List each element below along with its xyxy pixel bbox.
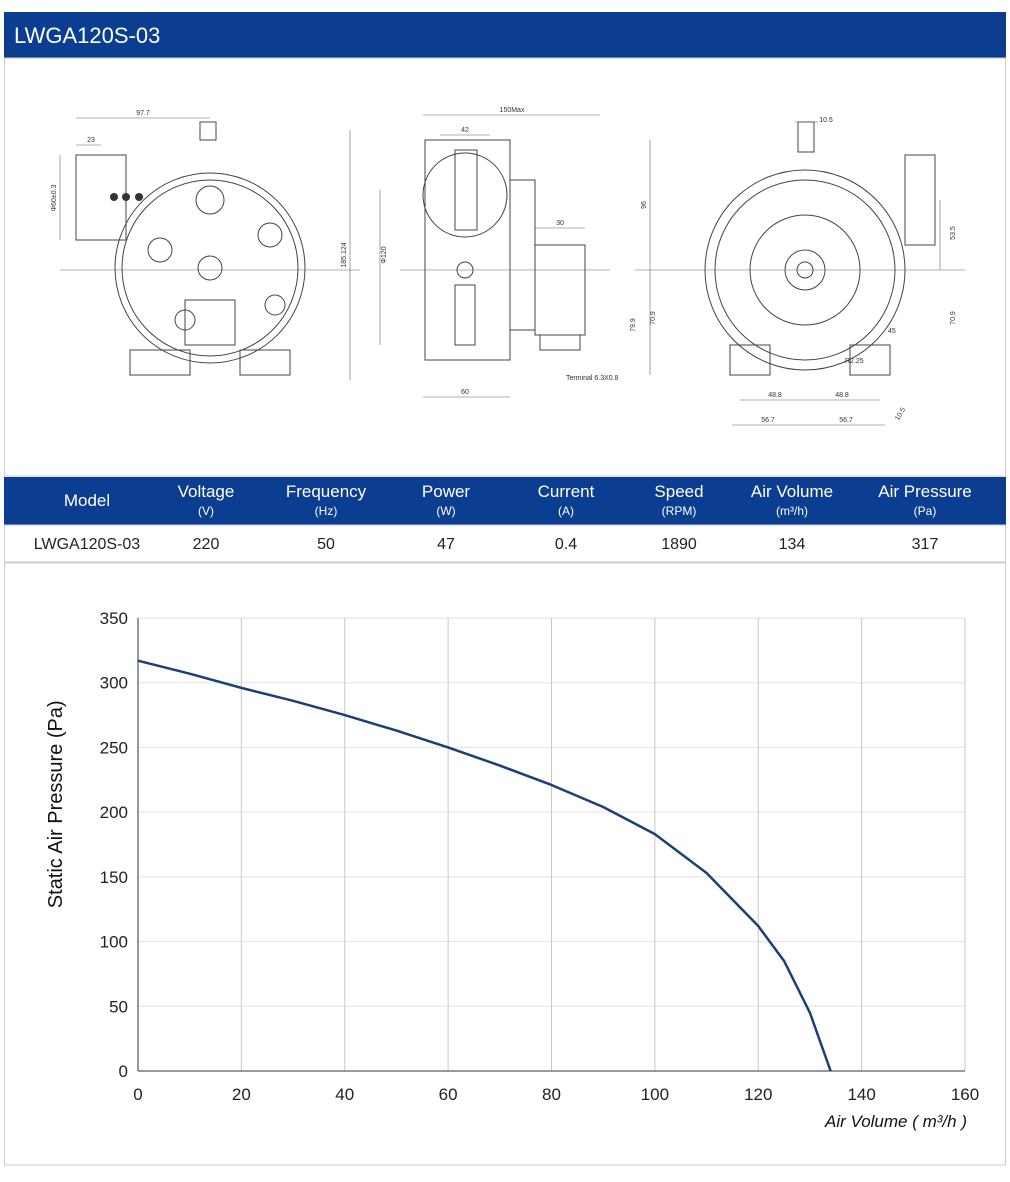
dim-label: 70.9 bbox=[650, 311, 657, 325]
dim-label: 97.7 bbox=[136, 110, 150, 117]
column-header: Air Volume bbox=[751, 482, 833, 501]
table-cell: 47 bbox=[437, 536, 455, 553]
curve bbox=[137, 659, 832, 1072]
x-tick-label: 100 bbox=[641, 1085, 669, 1104]
table-cell: 50 bbox=[317, 536, 335, 553]
header-title: LWGA120S-03 bbox=[14, 23, 160, 48]
x-tick-label: 40 bbox=[335, 1085, 354, 1104]
dim-label: Φ60±0.3 bbox=[51, 184, 58, 211]
column-header: Power bbox=[422, 482, 471, 501]
table-cell: LWGA120S-03 bbox=[34, 536, 141, 553]
dim-label: 48.8 bbox=[768, 392, 782, 399]
x-tick-label: 20 bbox=[232, 1085, 251, 1104]
dim-label: Terminal 6.3X0.8 bbox=[566, 375, 619, 382]
column-header: Voltage bbox=[178, 482, 235, 501]
column-unit: (Hz) bbox=[315, 504, 338, 518]
table-cell: 317 bbox=[912, 536, 939, 553]
y-axis-title: Static Air Pressure (Pa) bbox=[45, 700, 67, 908]
column-unit: (m³/h) bbox=[776, 504, 808, 518]
dim-label: 10.5 bbox=[894, 407, 907, 422]
dim-label: 70.9 bbox=[950, 311, 957, 325]
dim-label: Φ120 bbox=[381, 246, 388, 263]
dim-label: 42 bbox=[461, 127, 469, 134]
table-header-bar bbox=[4, 477, 1006, 525]
x-tick-label: 120 bbox=[744, 1085, 772, 1104]
dim-label: 185.124 bbox=[341, 242, 348, 267]
column-unit: (RPM) bbox=[662, 504, 697, 518]
header-bar bbox=[4, 12, 1006, 58]
y-tick-label: 50 bbox=[109, 997, 128, 1016]
x-tick-label: 0 bbox=[133, 1085, 142, 1104]
y-tick-label: 150 bbox=[100, 868, 128, 887]
column-header: Current bbox=[538, 482, 595, 501]
side-view: 150Max 42 Φ120 30 60 Terminal 6.3X0.8 bbox=[379, 107, 619, 398]
dim-label: 45 bbox=[888, 328, 896, 335]
column-unit: (A) bbox=[558, 504, 574, 518]
dim-label: 150Max bbox=[500, 107, 525, 114]
column-header: Air Pressure bbox=[878, 482, 972, 501]
table-row bbox=[4, 524, 1006, 563]
dim-label: 96 bbox=[641, 201, 648, 209]
y-tick-label: 250 bbox=[100, 738, 128, 757]
dim-label: R2.25 bbox=[845, 358, 864, 365]
dim-label: 53.5 bbox=[950, 226, 957, 240]
dim-label: 79.9 bbox=[630, 318, 637, 332]
table-cell: 0.4 bbox=[555, 536, 577, 553]
column-header: Speed bbox=[654, 482, 703, 501]
y-tick-label: 300 bbox=[100, 674, 128, 693]
y-tick-label: 200 bbox=[100, 803, 128, 822]
dim-label: 48.8 bbox=[835, 392, 849, 399]
column-unit: (Pa) bbox=[914, 504, 937, 518]
dim-label: 60 bbox=[461, 389, 469, 396]
column-header: Model bbox=[64, 491, 110, 510]
dim-label: 30 bbox=[556, 220, 564, 227]
front-view: 97.7 23 Φ60±0.3 185.124 bbox=[51, 110, 360, 380]
back-view: 10.5 96 53.5 79.9 70.9 70.9 45 R2.25 48.… bbox=[630, 117, 965, 426]
chart: 0 50 100 150 200 250 300 350 0 20 40 60 80 100 120 140 1… bbox=[45, 609, 979, 1131]
y-tick-label: 0 bbox=[119, 1062, 128, 1081]
x-tick-label: 160 bbox=[951, 1085, 979, 1104]
chart-panel bbox=[4, 562, 1006, 1166]
column-unit: (W) bbox=[436, 504, 455, 518]
table-cell: 134 bbox=[779, 536, 806, 553]
x-axis-title: Air Volume ( m³/h ) bbox=[824, 1112, 967, 1131]
table: Model Voltage (V) Frequency (Hz) Power (W) Curr… bbox=[34, 482, 972, 553]
dim-label: 23 bbox=[87, 137, 95, 144]
column-header: Frequency bbox=[286, 482, 367, 501]
y-tick-label: 350 bbox=[100, 609, 128, 628]
drawing-panel bbox=[4, 57, 1006, 477]
table-cell: 220 bbox=[193, 536, 220, 553]
column-unit: (V) bbox=[198, 504, 214, 518]
x-tick-label: 80 bbox=[542, 1085, 561, 1104]
table-cell: 1890 bbox=[661, 536, 697, 553]
x-tick-label: 60 bbox=[439, 1085, 458, 1104]
dim-label: 56.7 bbox=[761, 417, 775, 424]
dim-label: 56.7 bbox=[839, 417, 853, 424]
y-tick-label: 100 bbox=[100, 933, 128, 952]
dim-label: 10.5 bbox=[819, 117, 833, 124]
x-tick-label: 140 bbox=[847, 1085, 875, 1104]
